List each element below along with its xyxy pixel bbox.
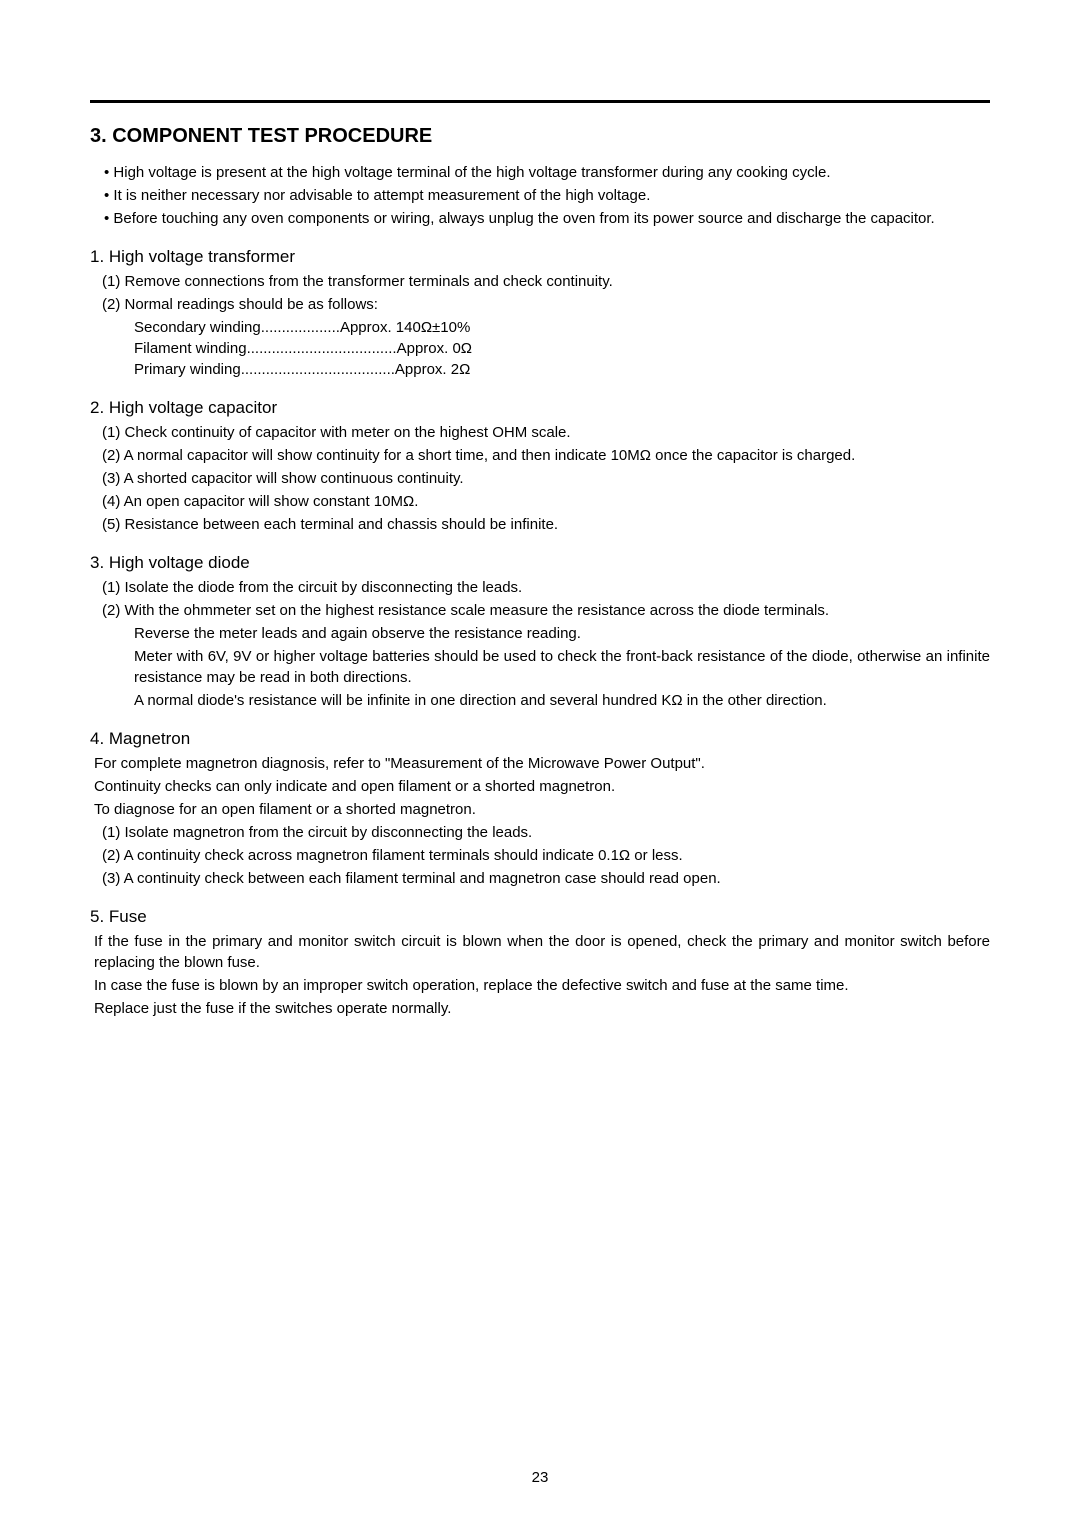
section-title-fuse: 5. Fuse <box>90 907 990 927</box>
section-title-transformer: 1. High voltage transformer <box>90 247 990 267</box>
body-text: (1) Check continuity of capacitor with m… <box>90 422 990 443</box>
body-text: (5) Resistance between each terminal and… <box>90 514 990 535</box>
section-title-magnetron: 4. Magnetron <box>90 729 990 749</box>
body-text: In case the fuse is blown by an improper… <box>90 975 990 996</box>
body-text: Replace just the fuse if the switches op… <box>90 998 990 1019</box>
body-text: (2) A normal capacitor will show continu… <box>90 445 990 466</box>
spec-label: Primary winding <box>134 361 241 378</box>
main-heading: 3. COMPONENT TEST PROCEDURE <box>90 125 990 148</box>
spec-value: Approx. 140Ω±10% <box>340 319 470 336</box>
body-text: (3) A shorted capacitor will show contin… <box>90 468 990 489</box>
intro-bullet: • Before touching any oven components or… <box>90 208 990 229</box>
indent-text: Reverse the meter leads and again observ… <box>90 623 990 644</box>
body-text: Continuity checks can only indicate and … <box>90 776 990 797</box>
page-content: 3. COMPONENT TEST PROCEDURE • High volta… <box>0 0 1080 1061</box>
body-text: (2) A continuity check across magnetron … <box>90 845 990 866</box>
spec-label: Filament winding <box>134 340 247 357</box>
body-text: (2) Normal readings should be as follows… <box>90 294 990 315</box>
page-number: 23 <box>0 1469 1080 1486</box>
body-text: (3) A continuity check between each fila… <box>90 868 990 889</box>
spec-label: Secondary winding <box>134 319 261 336</box>
body-text: For complete magnetron diagnosis, refer … <box>90 753 990 774</box>
spec-dots: ................... <box>261 319 340 336</box>
indent-text: A normal diode's resistance will be infi… <box>90 690 990 711</box>
intro-bullet: • It is neither necessary nor advisable … <box>90 185 990 206</box>
spec-dots: ..................................... <box>241 361 395 378</box>
body-text: (1) Remove connections from the transfor… <box>90 271 990 292</box>
spec-value: Approx. 2Ω <box>395 361 470 378</box>
spec-value: Approx. 0Ω <box>397 340 472 357</box>
body-text: To diagnose for an open filament or a sh… <box>90 799 990 820</box>
body-text: (2) With the ohmmeter set on the highest… <box>90 600 990 621</box>
spec-row: Filament winding........................… <box>90 338 990 359</box>
indent-text: Meter with 6V, 9V or higher voltage batt… <box>90 646 990 688</box>
spec-row: Primary winding.........................… <box>90 359 990 380</box>
section-title-diode: 3. High voltage diode <box>90 553 990 573</box>
spec-dots: .................................... <box>247 340 397 357</box>
section-title-capacitor: 2. High voltage capacitor <box>90 398 990 418</box>
body-text: (4) An open capacitor will show constant… <box>90 491 990 512</box>
body-text: If the fuse in the primary and monitor s… <box>90 931 990 973</box>
top-rule <box>90 100 990 103</box>
body-text: (1) Isolate magnetron from the circuit b… <box>90 822 990 843</box>
spec-row: Secondary winding...................Appr… <box>90 317 990 338</box>
body-text: (1) Isolate the diode from the circuit b… <box>90 577 990 598</box>
intro-bullet: • High voltage is present at the high vo… <box>90 162 990 183</box>
